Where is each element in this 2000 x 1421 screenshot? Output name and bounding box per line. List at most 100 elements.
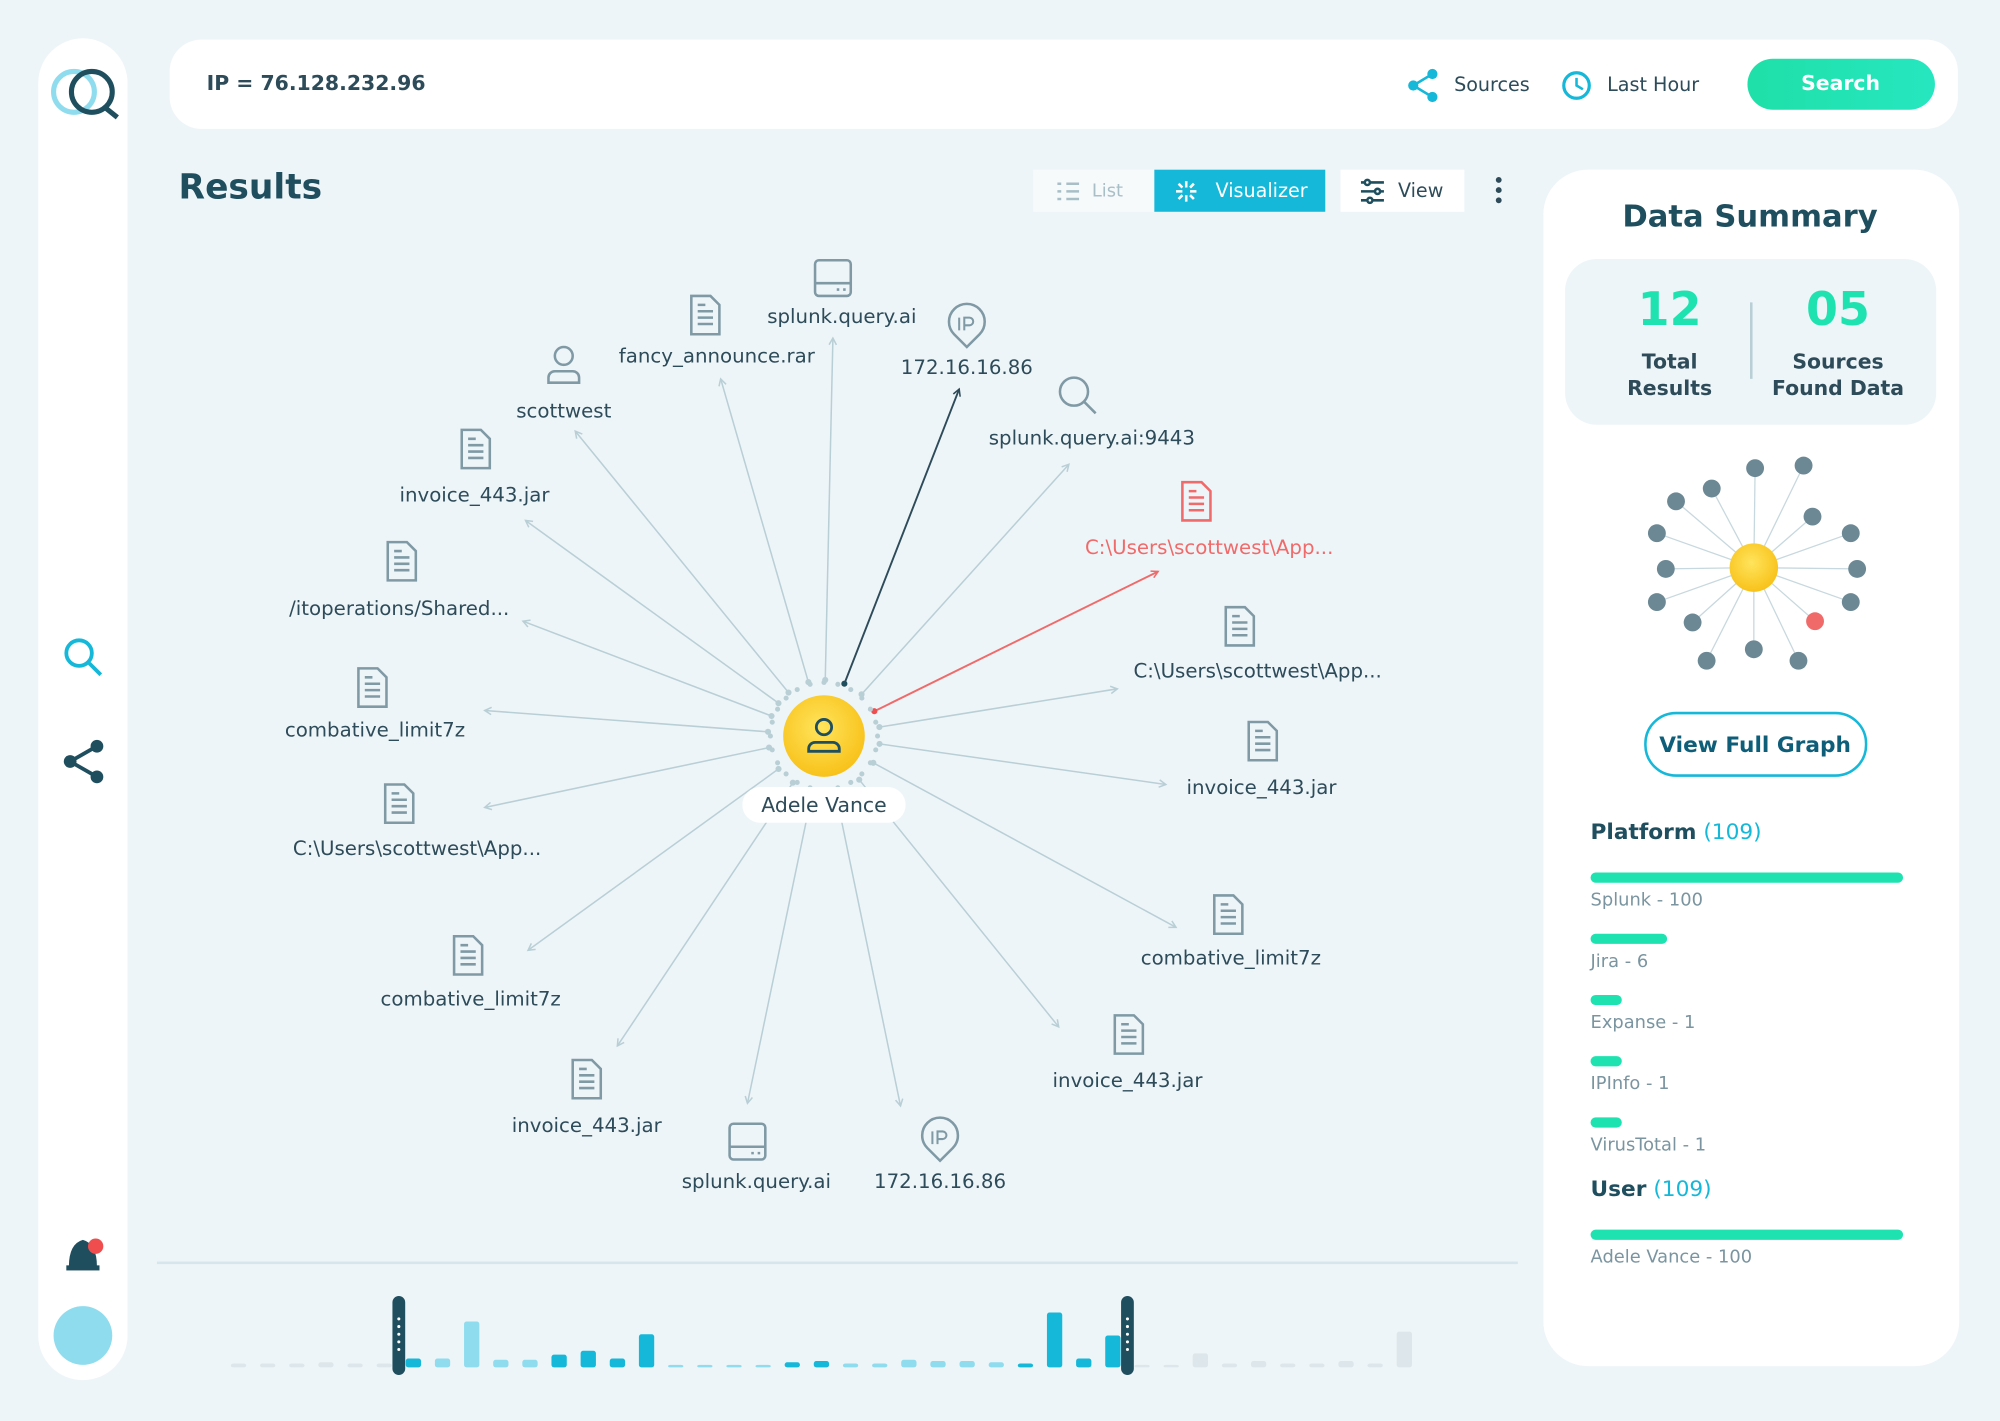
timeline-bar (318, 1362, 334, 1368)
handle-dot (1125, 1325, 1129, 1329)
node-label[interactable]: invoice_443.jar (400, 484, 551, 507)
node-label[interactable]: /itoperations/Shared... (289, 597, 509, 620)
handle-dot (397, 1325, 401, 1329)
timeline-bar (551, 1354, 567, 1368)
center-ring-dot (848, 687, 854, 693)
timeline-bar (289, 1363, 305, 1368)
handle-dot (1125, 1317, 1129, 1321)
node-label[interactable]: invoice_443.jar (512, 1114, 663, 1137)
timeline-bar (842, 1363, 859, 1368)
graph: splunk.query.ai 172.16.16.86 splunk.query.… (285, 258, 1382, 1193)
node-icon (571, 1058, 603, 1100)
timeline-bar (405, 1358, 422, 1368)
mini-center (1729, 543, 1779, 592)
tab-label[interactable]: List (1092, 180, 1123, 201)
node-label[interactable]: fancy_announce.rar (619, 345, 816, 368)
group-bar (1590, 933, 1668, 944)
view-full-graph-label[interactable]: View Full Graph (1659, 733, 1851, 758)
timeline-bar (1221, 1363, 1238, 1368)
handle-dot (397, 1317, 401, 1321)
timeline-bar (988, 1362, 1004, 1368)
more-menu[interactable] (1495, 176, 1502, 204)
edge-port (876, 724, 883, 731)
results-title: Results (179, 167, 323, 207)
timeline-bar (1163, 1364, 1179, 1368)
notifications[interactable] (66, 1238, 104, 1271)
search-button-label[interactable]: Search (1801, 71, 1880, 95)
center-ring-dot (859, 695, 865, 701)
share-nav[interactable] (63, 739, 104, 784)
node-label[interactable]: splunk.query.ai (767, 305, 916, 328)
edge-port (876, 740, 883, 747)
edge-arrow (1150, 570, 1160, 579)
edge-arrow (894, 1098, 904, 1108)
handle-dot (397, 1340, 401, 1344)
center-ring-dot (775, 760, 781, 766)
center-ring-dot (794, 779, 800, 785)
edge (879, 743, 1166, 786)
file-icon (460, 428, 492, 470)
group-bar (1590, 1056, 1622, 1067)
timeline-bar (901, 1359, 917, 1368)
tab-label[interactable]: Visualizer (1216, 179, 1308, 202)
node-label[interactable]: scottwest (516, 400, 611, 423)
node-icon (383, 783, 415, 825)
node-label[interactable]: 172.16.16.86 (901, 356, 1033, 379)
node-label[interactable]: combative_limit7z (1141, 947, 1321, 970)
mini-node (1794, 456, 1813, 475)
timeline-bar (347, 1363, 363, 1368)
search-nav[interactable] (64, 638, 103, 677)
node-icon (452, 934, 484, 976)
center-ring-dot (767, 733, 773, 739)
node-label[interactable]: splunk.query.ai:9443 (989, 426, 1195, 449)
edge-port (775, 765, 782, 772)
clock-icon (1562, 71, 1591, 100)
node-icon (1224, 605, 1256, 647)
node-label[interactable]: invoice_443.jar (1187, 776, 1338, 799)
timeline-bar (260, 1363, 276, 1368)
file-icon (571, 1058, 603, 1100)
group-item-label: VirusTotal - 1 (1591, 1134, 1707, 1155)
summary-content: 12 Total Results 05 Sources Found Data View Fu… (1590, 282, 1904, 1268)
file-icon (1247, 720, 1279, 762)
node-label[interactable]: C:\Users\scottwest\App... (1133, 660, 1381, 683)
tab-list[interactable] (1033, 169, 1155, 212)
edge-arrow (1109, 685, 1119, 695)
edge-port (856, 776, 863, 783)
node-label[interactable]: C:\Users\scottwest\App... (1085, 536, 1333, 559)
node-icon (947, 302, 986, 349)
node-label[interactable]: invoice_443.jar (1053, 1069, 1204, 1092)
timeline-bar (522, 1359, 538, 1368)
node-icon (920, 1116, 960, 1163)
edge-arrow (483, 706, 492, 716)
center-ring-dot (794, 687, 800, 693)
tab-label[interactable]: View (1398, 179, 1443, 202)
server-icon (813, 258, 853, 298)
file-icon (383, 783, 415, 825)
node-icon (1181, 480, 1212, 522)
node-label[interactable]: 172.16.16.86 (874, 1170, 1006, 1193)
edge-port (785, 689, 792, 696)
search-button[interactable] (1747, 58, 1935, 110)
server-icon (728, 1122, 767, 1161)
tab-visualizer[interactable] (1154, 169, 1326, 212)
view-icon (1360, 178, 1384, 205)
node-label[interactable]: C:\Users\scottwest\App... (293, 837, 541, 860)
node-label[interactable]: combative_limit7z (285, 718, 465, 741)
time-button[interactable]: Last Hour (1607, 73, 1699, 96)
timeline-bar (1105, 1335, 1121, 1368)
node-label[interactable]: splunk.query.ai (682, 1170, 831, 1193)
sources-button[interactable]: Sources (1454, 73, 1530, 96)
center-label-bg (742, 787, 906, 823)
summary-title: Data Summary (1622, 200, 1877, 235)
edge (719, 378, 810, 683)
view-full-graph-button[interactable] (1644, 711, 1868, 777)
group-header: User (109) (1591, 1177, 1712, 1202)
timeline-bar (230, 1363, 247, 1368)
center-ring-dot (848, 779, 854, 785)
avatar[interactable] (53, 1306, 113, 1365)
user-body (547, 369, 581, 384)
node-label[interactable]: combative_limit7z (381, 988, 561, 1011)
query[interactable]: IP = 76.128.232.96 (207, 71, 426, 95)
edge-arrow (524, 519, 534, 528)
